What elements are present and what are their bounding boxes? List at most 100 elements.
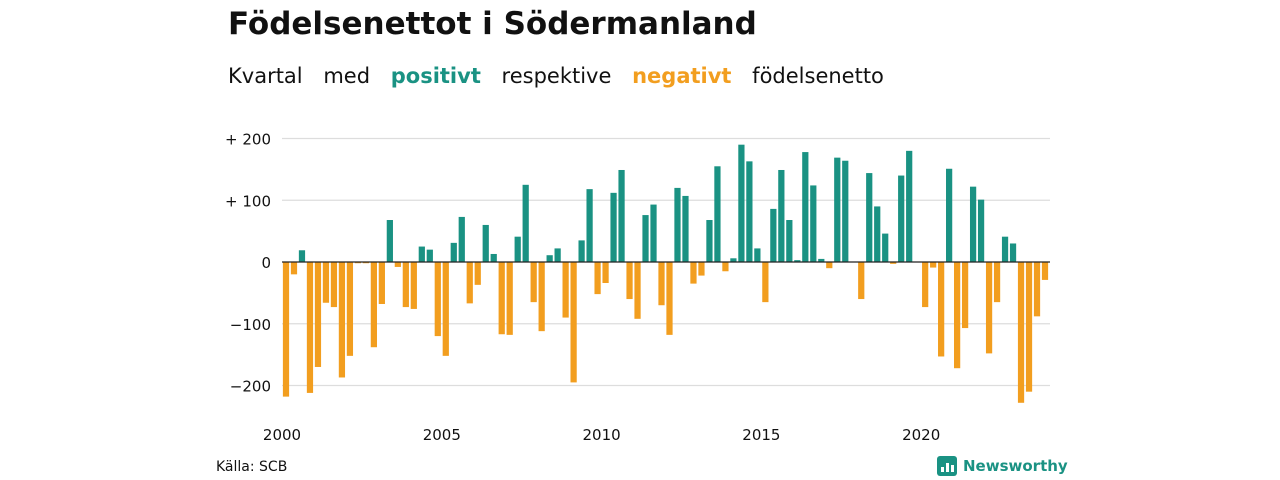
bar bbox=[338, 262, 346, 378]
bar bbox=[730, 258, 737, 262]
bar bbox=[977, 199, 985, 262]
bar bbox=[818, 258, 825, 262]
bar bbox=[969, 186, 977, 262]
bar bbox=[386, 220, 393, 262]
bar bbox=[658, 262, 665, 306]
x-tick-label: 2015 bbox=[742, 426, 780, 444]
bar bbox=[722, 262, 729, 272]
bar bbox=[426, 249, 433, 262]
bar bbox=[378, 262, 385, 304]
y-tick-label: 0 bbox=[261, 254, 271, 272]
subtitle-negative: negativt bbox=[632, 64, 732, 88]
bar bbox=[522, 184, 529, 262]
bar bbox=[626, 262, 633, 300]
bar bbox=[890, 262, 897, 264]
bar bbox=[858, 262, 865, 300]
bar bbox=[754, 248, 761, 262]
bar bbox=[674, 187, 681, 262]
bar bbox=[578, 240, 585, 262]
bar bbox=[418, 246, 425, 262]
bar bbox=[834, 157, 841, 262]
bar bbox=[370, 262, 377, 348]
x-tick-label: 2020 bbox=[902, 426, 940, 444]
bar bbox=[770, 208, 777, 262]
bar bbox=[802, 152, 809, 262]
bar bbox=[682, 195, 689, 262]
bar bbox=[930, 262, 937, 268]
bar bbox=[1017, 262, 1025, 403]
bar bbox=[394, 262, 401, 267]
x-tick-label: 2010 bbox=[583, 426, 621, 444]
bar bbox=[698, 262, 705, 276]
chart-subtitle: Kvartal med positivt respektive negativt… bbox=[228, 64, 898, 88]
subtitle-word: med bbox=[323, 64, 371, 88]
y-tick-label: −200 bbox=[230, 378, 271, 396]
bar bbox=[410, 262, 417, 309]
bar bbox=[442, 262, 449, 356]
y-tick-label: + 200 bbox=[225, 131, 271, 149]
bar bbox=[906, 150, 913, 262]
bar bbox=[458, 216, 465, 262]
bar bbox=[346, 262, 354, 356]
x-tick-label: 2005 bbox=[423, 426, 461, 444]
bar bbox=[282, 262, 290, 397]
bar bbox=[354, 262, 362, 264]
bar bbox=[466, 262, 473, 304]
bar bbox=[985, 262, 993, 354]
bar bbox=[714, 166, 721, 262]
bar bbox=[650, 204, 657, 262]
newsworthy-logo-icon bbox=[937, 456, 957, 476]
bar bbox=[762, 262, 769, 303]
bar bbox=[290, 262, 298, 275]
bar bbox=[738, 144, 745, 262]
bar bbox=[938, 262, 945, 357]
bar bbox=[538, 262, 545, 332]
bar bbox=[961, 262, 969, 329]
bar bbox=[594, 262, 601, 295]
bar bbox=[866, 173, 873, 262]
bar bbox=[922, 262, 929, 308]
y-tick-label: + 100 bbox=[225, 192, 271, 210]
bar bbox=[618, 169, 625, 262]
bar bbox=[874, 206, 881, 262]
bar bbox=[1001, 236, 1009, 262]
bar bbox=[482, 224, 489, 262]
bar bbox=[1033, 262, 1041, 317]
bar bbox=[786, 220, 793, 262]
subtitle-word: Kvartal bbox=[228, 64, 303, 88]
bar bbox=[514, 236, 521, 262]
bar bbox=[610, 192, 617, 262]
subtitle-positive: positivt bbox=[390, 64, 481, 88]
chart-title: Födelsenettot i Södermanland bbox=[228, 6, 757, 42]
bar bbox=[842, 160, 849, 262]
bar bbox=[322, 262, 330, 303]
bar bbox=[794, 260, 801, 262]
bar bbox=[586, 189, 593, 262]
bar bbox=[474, 262, 481, 285]
bar bbox=[826, 262, 833, 269]
bar bbox=[1009, 243, 1017, 262]
bar bbox=[362, 262, 369, 264]
subtitle-word: födelsenetto bbox=[752, 64, 884, 88]
bar bbox=[498, 262, 505, 335]
bar bbox=[450, 242, 457, 262]
bar bbox=[562, 262, 569, 318]
bar bbox=[946, 168, 953, 262]
x-tick-label: 2000 bbox=[263, 426, 301, 444]
brand-name: Newsworthy bbox=[963, 457, 1068, 475]
bar bbox=[602, 262, 609, 283]
y-tick-label: −100 bbox=[230, 316, 271, 334]
bar bbox=[554, 248, 561, 262]
bar bbox=[666, 262, 673, 335]
bar bbox=[546, 255, 553, 262]
source-note: Källa: SCB bbox=[216, 459, 288, 475]
bar bbox=[690, 262, 697, 284]
bar bbox=[298, 250, 306, 262]
bar bbox=[634, 262, 641, 319]
bar bbox=[706, 220, 713, 262]
bar bbox=[330, 262, 338, 308]
bar bbox=[778, 169, 785, 262]
bar bbox=[810, 185, 817, 262]
bar bbox=[882, 233, 889, 262]
